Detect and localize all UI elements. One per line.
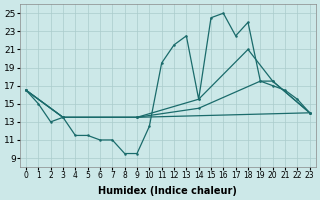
- X-axis label: Humidex (Indice chaleur): Humidex (Indice chaleur): [98, 186, 237, 196]
